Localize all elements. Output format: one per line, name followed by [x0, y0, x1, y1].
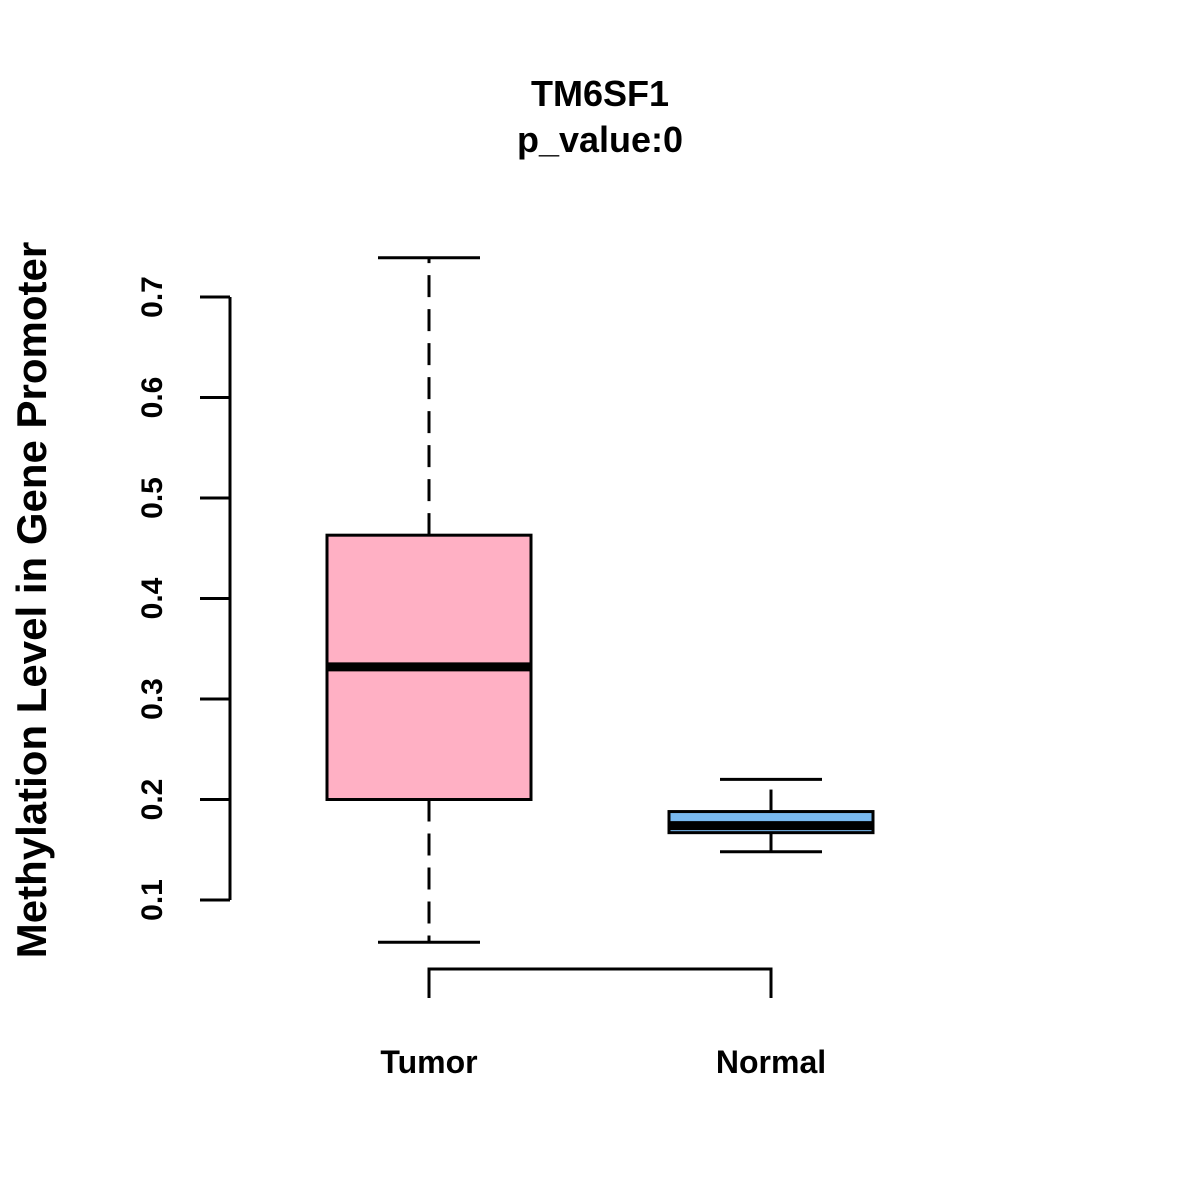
bracket-line — [427, 967, 773, 998]
y-axis: 0.1 0.2 0.3 0.4 0.5 0.6 0.7 — [136, 276, 232, 921]
y-tick-label-0: 0.1 — [136, 879, 169, 921]
chart-title: TM6SF1 — [531, 73, 669, 114]
category-label-normal: Normal — [716, 1044, 826, 1080]
box-tumor — [325, 256, 533, 944]
y-tick-label-4: 0.5 — [136, 477, 169, 519]
x-axis-labels: Tumor Normal — [380, 1044, 826, 1080]
y-axis-label: Methylation Level in Gene Promoter — [8, 242, 55, 958]
y-tick-label-6: 0.7 — [136, 276, 169, 318]
category-label-tumor: Tumor — [380, 1044, 477, 1080]
y-tick-label-3: 0.4 — [136, 577, 169, 619]
y-tick-label-2: 0.3 — [136, 678, 169, 720]
box-normal — [667, 777, 875, 854]
chart-subtitle: p_value:0 — [517, 119, 683, 160]
y-tick-label-5: 0.6 — [136, 377, 169, 419]
y-tick-label-1: 0.2 — [136, 779, 169, 821]
comparison-bracket — [427, 967, 773, 998]
boxes — [325, 256, 875, 944]
